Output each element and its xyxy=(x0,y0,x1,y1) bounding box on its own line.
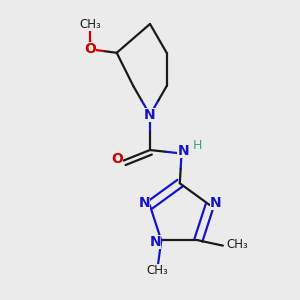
Text: N: N xyxy=(210,196,221,210)
Text: N: N xyxy=(138,196,150,210)
Text: CH₃: CH₃ xyxy=(226,238,248,251)
Text: O: O xyxy=(85,42,96,56)
Text: CH₃: CH₃ xyxy=(80,18,101,31)
Text: CH₃: CH₃ xyxy=(147,264,169,277)
Text: N: N xyxy=(150,235,161,249)
Text: O: O xyxy=(112,152,123,167)
Text: N: N xyxy=(178,144,189,158)
Text: H: H xyxy=(193,139,202,152)
Text: N: N xyxy=(144,108,156,122)
